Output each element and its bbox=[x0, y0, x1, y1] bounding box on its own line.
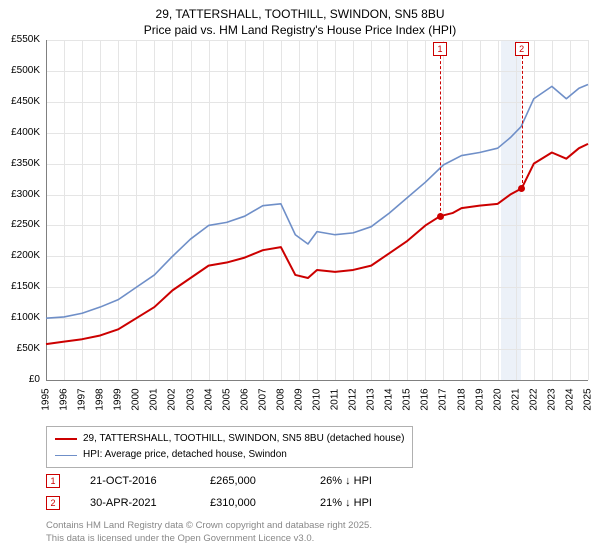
x-axis-label: 2005 bbox=[221, 385, 232, 415]
x-axis-label: 2011 bbox=[330, 385, 341, 415]
x-axis-label: 2020 bbox=[492, 385, 503, 415]
x-axis-label: 2024 bbox=[564, 385, 575, 415]
legend-row: HPI: Average price, detached house, Swin… bbox=[55, 447, 404, 463]
x-axis-label: 2014 bbox=[384, 385, 395, 415]
point-marker-icon: 2 bbox=[46, 496, 60, 510]
x-axis-label: 1997 bbox=[77, 385, 88, 415]
x-axis-label: 2021 bbox=[510, 385, 521, 415]
table-row: 2 30-APR-2021 £310,000 21% ↓ HPI bbox=[46, 492, 420, 514]
marker-dot bbox=[518, 185, 525, 192]
point-date: 30-APR-2021 bbox=[90, 497, 180, 509]
x-axis-label: 1999 bbox=[113, 385, 124, 415]
point-date: 21-OCT-2016 bbox=[90, 475, 180, 487]
x-axis-label: 2010 bbox=[312, 385, 323, 415]
chart-title: 29, TATTERSHALL, TOOTHILL, SWINDON, SN5 … bbox=[0, 0, 600, 38]
x-axis-label: 2016 bbox=[420, 385, 431, 415]
x-axis-label: 2019 bbox=[474, 385, 485, 415]
x-axis-label: 2018 bbox=[456, 385, 467, 415]
point-marker-icon: 1 bbox=[46, 474, 60, 488]
series-hpi bbox=[46, 85, 588, 319]
marker-flag: 2 bbox=[515, 42, 529, 56]
marker-line bbox=[440, 56, 441, 216]
gridline-v bbox=[588, 40, 589, 380]
x-axis-label: 2001 bbox=[149, 385, 160, 415]
marker-flag: 1 bbox=[433, 42, 447, 56]
legend-swatch bbox=[55, 438, 77, 440]
page-root: 29, TATTERSHALL, TOOTHILL, SWINDON, SN5 … bbox=[0, 0, 600, 560]
series-price_paid bbox=[46, 144, 588, 344]
footer-line-2: This data is licensed under the Open Gov… bbox=[46, 533, 372, 546]
x-axis-label: 1998 bbox=[95, 385, 106, 415]
x-axis-label: 2004 bbox=[203, 385, 214, 415]
x-axis-label: 2002 bbox=[167, 385, 178, 415]
legend-label: HPI: Average price, detached house, Swin… bbox=[83, 447, 287, 463]
x-axis-label: 2025 bbox=[583, 385, 594, 415]
footer-attribution: Contains HM Land Registry data © Crown c… bbox=[46, 520, 372, 546]
title-line-1: 29, TATTERSHALL, TOOTHILL, SWINDON, SN5 … bbox=[0, 6, 600, 22]
data-points-table: 1 21-OCT-2016 £265,000 26% ↓ HPI 2 30-AP… bbox=[46, 470, 420, 514]
point-price: £265,000 bbox=[210, 475, 290, 487]
legend-swatch bbox=[55, 455, 77, 456]
table-row: 1 21-OCT-2016 £265,000 26% ↓ HPI bbox=[46, 470, 420, 492]
x-axis-label: 2003 bbox=[185, 385, 196, 415]
legend-row: 29, TATTERSHALL, TOOTHILL, SWINDON, SN5 … bbox=[55, 431, 404, 447]
x-axis-label: 2022 bbox=[528, 385, 539, 415]
x-axis-label: 1995 bbox=[41, 385, 52, 415]
marker-line bbox=[522, 56, 523, 188]
x-axis-label: 2008 bbox=[275, 385, 286, 415]
x-axis-label: 1996 bbox=[59, 385, 70, 415]
chart-area: £0£50K£100K£150K£200K£250K£300K£350K£400… bbox=[0, 40, 600, 420]
x-axis-label: 2007 bbox=[257, 385, 268, 415]
chart-series bbox=[0, 40, 588, 382]
legend: 29, TATTERSHALL, TOOTHILL, SWINDON, SN5 … bbox=[46, 426, 413, 468]
marker-dot bbox=[437, 213, 444, 220]
x-axis-label: 2009 bbox=[293, 385, 304, 415]
x-axis-label: 2017 bbox=[438, 385, 449, 415]
x-axis-label: 2013 bbox=[366, 385, 377, 415]
point-delta: 21% ↓ HPI bbox=[320, 497, 420, 509]
x-axis-label: 2012 bbox=[348, 385, 359, 415]
x-axis-label: 2006 bbox=[239, 385, 250, 415]
point-delta: 26% ↓ HPI bbox=[320, 475, 420, 487]
title-line-2: Price paid vs. HM Land Registry's House … bbox=[0, 22, 600, 38]
x-axis-label: 2000 bbox=[131, 385, 142, 415]
x-axis-label: 2015 bbox=[402, 385, 413, 415]
x-axis-label: 2023 bbox=[546, 385, 557, 415]
footer-line-1: Contains HM Land Registry data © Crown c… bbox=[46, 520, 372, 533]
point-price: £310,000 bbox=[210, 497, 290, 509]
legend-label: 29, TATTERSHALL, TOOTHILL, SWINDON, SN5 … bbox=[83, 431, 404, 447]
